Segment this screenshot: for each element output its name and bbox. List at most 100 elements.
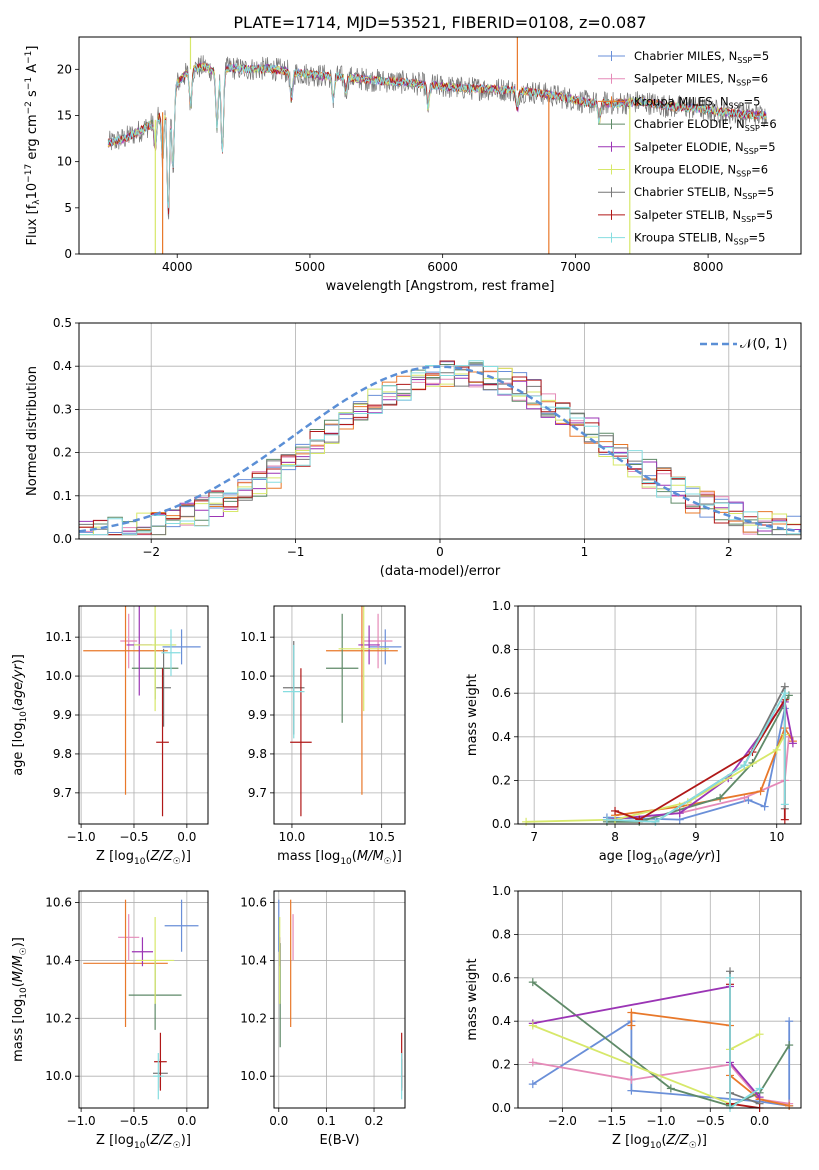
spectrum-line	[107, 63, 767, 209]
x-tick-label: −1.0	[67, 1114, 96, 1128]
x-tick-label: −1.0	[646, 1114, 675, 1128]
weight-point-marker	[755, 1030, 764, 1039]
legend-entry: Chabrier MILES, NSSP=5	[598, 49, 769, 65]
x-tick-label: 1	[581, 545, 589, 559]
x-tick-label: −0.5	[119, 830, 148, 844]
legend-label: Chabrier STELIB, NSSP=5	[634, 185, 774, 201]
y-tick-label: 1.0	[492, 884, 511, 898]
x-tick-label: 0.1	[317, 1114, 336, 1128]
weight-point-marker	[716, 793, 725, 802]
x-axis-label: age [log10(age/yr)]	[599, 849, 721, 867]
x-axis-label: Z [log10(Z/Z☉)]	[96, 1133, 191, 1151]
y-axis-label: mass [log10(M/M☉)]	[11, 937, 29, 1062]
y-tick-label: 0.4	[492, 730, 511, 744]
y-tick-label: 10.6	[45, 896, 72, 910]
legend-label: 𝒩(0, 1)	[740, 337, 787, 352]
weight-point-marker	[522, 817, 531, 826]
errorbar-point	[153, 1053, 164, 1100]
weight-point-marker	[784, 691, 793, 700]
weight-point-marker	[785, 1041, 794, 1050]
mass-vs-EBV-panel: 0.0 0.1 0.2 10.0 10.2 10.4 10.6 E(B-V)	[240, 890, 406, 1148]
weight-point-marker	[756, 787, 765, 796]
weight-point-marker	[740, 761, 749, 770]
errorbar-point	[120, 613, 138, 669]
errorbar-point	[161, 629, 181, 677]
y-tick-label: 9.7	[53, 786, 72, 800]
legend-entry: Kroupa STELIB, NSSP=5	[598, 231, 765, 247]
weight-series-line	[526, 734, 786, 823]
y-tick-label: 10.0	[45, 1069, 72, 1083]
x-tick-label: −1.0	[67, 830, 96, 844]
y-axis-label: Flux [fλ10−17 erg cm−2 s−1 A−1]	[24, 46, 42, 246]
legend-label: Salpeter ELODIE, NSSP=5	[634, 140, 776, 156]
errorbar-point	[358, 625, 380, 665]
normal-curve	[79, 365, 801, 533]
weight-point-marker	[611, 806, 620, 815]
weight-point-marker	[528, 1021, 537, 1030]
y-axis-label: Normed distribution	[25, 366, 40, 496]
x-tick-label: −0.5	[119, 1114, 148, 1128]
weight-point-marker	[755, 1084, 764, 1093]
y-tick-label: 0.6	[492, 686, 511, 700]
weight-point-marker	[788, 739, 797, 748]
errorbar-point	[83, 606, 168, 795]
legend-entry: Chabrier ELODIE, NSSP=6	[598, 117, 777, 133]
x-tick-label: 6000	[427, 260, 458, 274]
errorbar-point	[156, 648, 171, 727]
legend-label: Chabrier ELODIE, NSSP=6	[634, 117, 777, 133]
legend-entry: Chabrier STELIB, NSSP=5	[598, 185, 774, 201]
y-tick-label: 10.4	[45, 953, 72, 967]
weight-point-marker	[760, 802, 769, 811]
y-tick-label: 10	[57, 155, 72, 169]
errorbar-point	[83, 899, 168, 1027]
legend-label: Chabrier MILES, NSSP=5	[634, 49, 769, 65]
y-tick-label: 0.8	[492, 927, 511, 941]
x-tick-label: 0.0	[269, 1114, 288, 1128]
age-vs-Z-panel: −1.0 −0.5 0.0 9.7 9.8 9.9 10.0 10.1 Z [log10(Z/Z…	[11, 605, 209, 867]
weight-point-marker	[528, 1080, 537, 1089]
x-tick-label: 0.0	[750, 1114, 769, 1128]
errorbar-point	[369, 629, 402, 665]
axes-frame	[517, 605, 802, 825]
errorbar-point	[156, 668, 169, 817]
x-tick-label: 4000	[162, 260, 193, 274]
errorbar-point	[118, 914, 140, 961]
legend-entry: Salpeter STELIB, NSSP=5	[598, 208, 773, 224]
y-axis-label: age [log10(age/yr)]	[11, 654, 29, 776]
x-axis-label: wavelength [Angstrom, rest frame]	[326, 279, 555, 294]
y-tick-label: 0.6	[492, 971, 511, 985]
errorbar-point	[326, 613, 359, 723]
weight-series-line	[532, 985, 761, 1098]
weight-point-marker	[602, 815, 611, 824]
x-axis-label: Z [log10(Z/Z☉)]	[96, 849, 191, 867]
x-tick-label: 10.5	[368, 830, 395, 844]
y-tick-label: 0.2	[53, 446, 72, 460]
errorbar-point	[282, 644, 305, 739]
errorbar-point	[164, 899, 199, 952]
y-tick-label: 0.8	[492, 643, 511, 657]
y-tick-label: 0.0	[492, 817, 511, 831]
weight-point-marker	[528, 978, 537, 987]
weight-series-line	[729, 977, 761, 1108]
x-tick-label: 2	[725, 545, 733, 559]
weight-point-marker	[627, 1008, 636, 1017]
spectrum-panel: 4000 5000 6000 7000 8000 0 5 10 15 20 wavelength […	[24, 36, 802, 294]
axes-frame	[517, 890, 802, 1109]
y-tick-label: 10.2	[240, 1011, 267, 1025]
legend-label: Kroupa ELODIE, NSSP=6	[634, 163, 768, 179]
x-tick-label: −2	[142, 545, 160, 559]
x-tick-label: 5000	[295, 260, 326, 274]
x-axis-label: Z [log10(Z/Z☉)]	[612, 1133, 707, 1151]
weight-point-marker	[785, 1017, 794, 1026]
y-tick-label: 1.0	[492, 599, 511, 613]
y-tick-label: 9.9	[53, 708, 72, 722]
y-axis-label: mass weight	[465, 958, 480, 1040]
x-tick-label: −1.5	[597, 1114, 626, 1128]
y-tick-label: 9.7	[248, 786, 267, 800]
age-vs-mass-panel: 10.0 10.5 9.7 9.8 9.9 10.0 10.1 mass [log10(M/M…	[240, 605, 406, 867]
axes-frame	[78, 36, 802, 255]
x-tick-label: −0.5	[696, 1114, 725, 1128]
y-tick-label: 10.0	[45, 669, 72, 683]
y-axis-label: mass weight	[465, 674, 480, 756]
